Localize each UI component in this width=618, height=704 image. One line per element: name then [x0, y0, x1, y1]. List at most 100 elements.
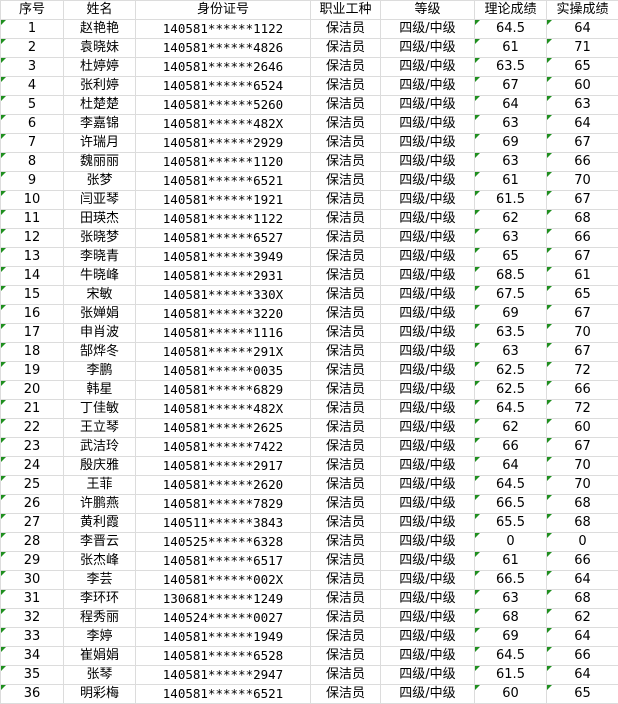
cell-job[interactable]: 保洁员	[311, 590, 381, 609]
cell-level[interactable]: 四级/中级	[381, 400, 475, 419]
cell-name[interactable]: 李环环	[64, 590, 136, 609]
cell-id[interactable]: 140581******2947	[136, 666, 311, 685]
cell-practice[interactable]: 64	[547, 571, 618, 590]
cell-name[interactable]: 杜婷婷	[64, 58, 136, 77]
cell-index[interactable]: 33	[1, 628, 64, 647]
cell-name[interactable]: 郜烨冬	[64, 343, 136, 362]
cell-id[interactable]: 140581******0035	[136, 362, 311, 381]
cell-index[interactable]: 22	[1, 419, 64, 438]
cell-level[interactable]: 四级/中级	[381, 96, 475, 115]
cell-level[interactable]: 四级/中级	[381, 191, 475, 210]
cell-level[interactable]: 四级/中级	[381, 343, 475, 362]
cell-theory[interactable]: 0	[475, 533, 547, 552]
cell-name[interactable]: 宋敏	[64, 286, 136, 305]
cell-level[interactable]: 四级/中级	[381, 58, 475, 77]
cell-level[interactable]: 四级/中级	[381, 476, 475, 495]
cell-level[interactable]: 四级/中级	[381, 419, 475, 438]
cell-practice[interactable]: 71	[547, 39, 618, 58]
cell-practice[interactable]: 68	[547, 495, 618, 514]
cell-level[interactable]: 四级/中级	[381, 134, 475, 153]
cell-job[interactable]: 保洁员	[311, 666, 381, 685]
cell-id[interactable]: 140581******6521	[136, 172, 311, 191]
cell-name[interactable]: 牛晓峰	[64, 267, 136, 286]
cell-theory[interactable]: 64.5	[475, 20, 547, 39]
cell-job[interactable]: 保洁员	[311, 685, 381, 704]
cell-job[interactable]: 保洁员	[311, 229, 381, 248]
cell-index[interactable]: 17	[1, 324, 64, 343]
cell-index[interactable]: 16	[1, 305, 64, 324]
cell-level[interactable]: 四级/中级	[381, 115, 475, 134]
cell-index[interactable]: 14	[1, 267, 64, 286]
cell-job[interactable]: 保洁员	[311, 628, 381, 647]
cell-job[interactable]: 保洁员	[311, 20, 381, 39]
cell-index[interactable]: 25	[1, 476, 64, 495]
cell-practice[interactable]: 68	[547, 514, 618, 533]
cell-name[interactable]: 李晋云	[64, 533, 136, 552]
cell-name[interactable]: 许鹏燕	[64, 495, 136, 514]
cell-level[interactable]: 四级/中级	[381, 286, 475, 305]
cell-name[interactable]: 魏丽丽	[64, 153, 136, 172]
cell-name[interactable]: 王菲	[64, 476, 136, 495]
cell-practice[interactable]: 68	[547, 210, 618, 229]
cell-practice[interactable]: 72	[547, 362, 618, 381]
cell-practice[interactable]: 72	[547, 400, 618, 419]
cell-job[interactable]: 保洁员	[311, 457, 381, 476]
header-col-id[interactable]: 身份证号	[136, 1, 311, 20]
cell-level[interactable]: 四级/中级	[381, 666, 475, 685]
cell-name[interactable]: 赵艳艳	[64, 20, 136, 39]
cell-level[interactable]: 四级/中级	[381, 381, 475, 400]
cell-job[interactable]: 保洁员	[311, 77, 381, 96]
cell-level[interactable]: 四级/中级	[381, 362, 475, 381]
cell-index[interactable]: 13	[1, 248, 64, 267]
cell-index[interactable]: 7	[1, 134, 64, 153]
cell-name[interactable]: 闫亚琴	[64, 191, 136, 210]
cell-id[interactable]: 140581******1122	[136, 210, 311, 229]
cell-id[interactable]: 140511******3843	[136, 514, 311, 533]
cell-id[interactable]: 130681******1249	[136, 590, 311, 609]
cell-index[interactable]: 19	[1, 362, 64, 381]
cell-name[interactable]: 李芸	[64, 571, 136, 590]
cell-id[interactable]: 140581******2929	[136, 134, 311, 153]
cell-job[interactable]: 保洁员	[311, 58, 381, 77]
cell-name[interactable]: 李婷	[64, 628, 136, 647]
cell-theory[interactable]: 63.5	[475, 324, 547, 343]
cell-job[interactable]: 保洁员	[311, 210, 381, 229]
cell-index[interactable]: 12	[1, 229, 64, 248]
cell-job[interactable]: 保洁员	[311, 305, 381, 324]
cell-practice[interactable]: 66	[547, 381, 618, 400]
cell-index[interactable]: 18	[1, 343, 64, 362]
cell-job[interactable]: 保洁员	[311, 552, 381, 571]
cell-id[interactable]: 140581******482X	[136, 400, 311, 419]
cell-index[interactable]: 31	[1, 590, 64, 609]
cell-job[interactable]: 保洁员	[311, 400, 381, 419]
cell-index[interactable]: 1	[1, 20, 64, 39]
cell-theory[interactable]: 63	[475, 115, 547, 134]
cell-level[interactable]: 四级/中级	[381, 267, 475, 286]
cell-theory[interactable]: 61	[475, 552, 547, 571]
cell-theory[interactable]: 62	[475, 419, 547, 438]
cell-theory[interactable]: 64.5	[475, 647, 547, 666]
cell-level[interactable]: 四级/中级	[381, 153, 475, 172]
cell-practice[interactable]: 64	[547, 20, 618, 39]
cell-id[interactable]: 140581******7422	[136, 438, 311, 457]
cell-id[interactable]: 140524******0027	[136, 609, 311, 628]
cell-theory[interactable]: 61.5	[475, 191, 547, 210]
cell-practice[interactable]: 66	[547, 647, 618, 666]
cell-name[interactable]: 申肖波	[64, 324, 136, 343]
cell-practice[interactable]: 66	[547, 229, 618, 248]
header-col-name[interactable]: 姓名	[64, 1, 136, 20]
cell-job[interactable]: 保洁员	[311, 248, 381, 267]
cell-id[interactable]: 140581******6524	[136, 77, 311, 96]
cell-name[interactable]: 杜楚楚	[64, 96, 136, 115]
cell-id[interactable]: 140581******6527	[136, 229, 311, 248]
cell-id[interactable]: 140581******2646	[136, 58, 311, 77]
cell-theory[interactable]: 66.5	[475, 571, 547, 590]
header-col-practice[interactable]: 实操成绩	[547, 1, 618, 20]
cell-level[interactable]: 四级/中级	[381, 628, 475, 647]
cell-level[interactable]: 四级/中级	[381, 609, 475, 628]
cell-theory[interactable]: 63.5	[475, 58, 547, 77]
header-col-theory[interactable]: 理论成绩	[475, 1, 547, 20]
cell-practice[interactable]: 62	[547, 609, 618, 628]
cell-index[interactable]: 4	[1, 77, 64, 96]
cell-id[interactable]: 140581******1120	[136, 153, 311, 172]
